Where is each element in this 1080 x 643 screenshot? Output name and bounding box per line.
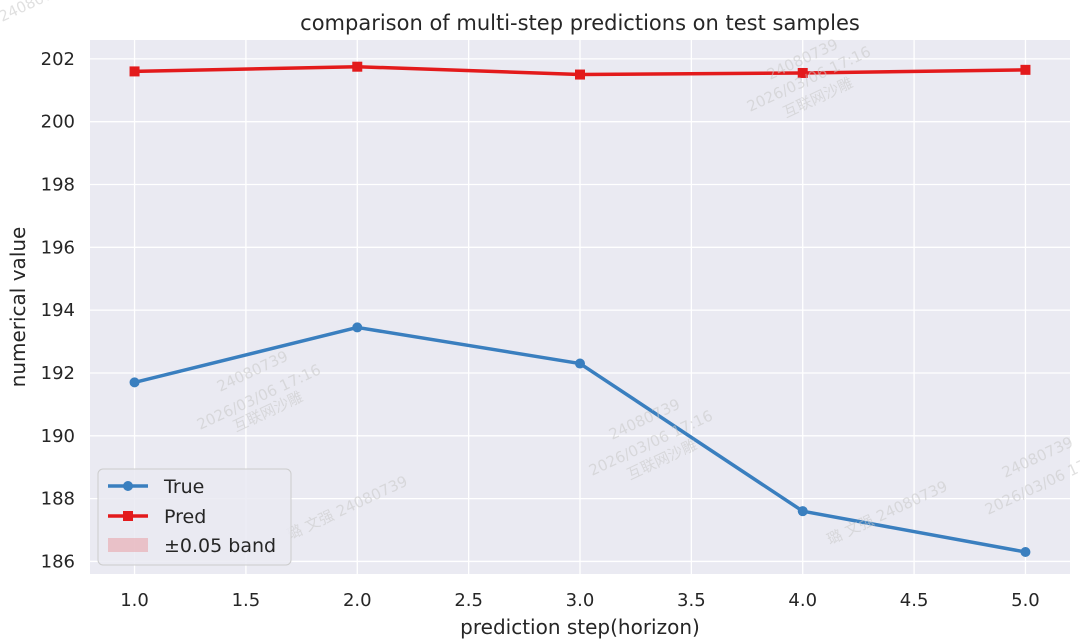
legend: True Pred ±0.05 band	[97, 468, 292, 566]
x-tick-label: 3.0	[566, 590, 595, 611]
series-layer	[129, 61, 1031, 558]
legend-pred-marker	[123, 511, 133, 521]
watermark-text: 24080739	[0, 0, 73, 26]
point-true	[797, 506, 808, 517]
x-axis-label: prediction step(horizon)	[460, 615, 700, 639]
x-tick-label: 1.0	[120, 590, 149, 611]
x-tick-label: 1.5	[232, 590, 261, 611]
point-pred	[797, 67, 808, 78]
y-tick-label: 198	[41, 174, 75, 195]
y-tick-label: 186	[41, 551, 75, 572]
legend-band-label: ±0.05 band	[164, 535, 276, 557]
y-tick-label: 202	[41, 49, 75, 70]
legend-true-label: True	[163, 476, 204, 498]
x-tick-label: 2.5	[454, 590, 483, 611]
y-tick-label: 192	[41, 363, 75, 384]
y-tick-label: 194	[41, 300, 75, 321]
point-pred	[352, 61, 363, 72]
y-tick-label: 200	[41, 112, 75, 133]
x-gridlines	[133, 40, 1027, 574]
x-tick-label: 5.0	[1011, 590, 1040, 611]
x-tick-label: 2.0	[343, 590, 372, 611]
x-tick-label: 4.0	[788, 590, 817, 611]
point-true	[1020, 547, 1031, 558]
x-tick-labels: 1.0 1.5 2.0 2.5 3.0 3.5 4.0 4.5 5.0	[120, 590, 1040, 611]
y-tick-label: 188	[41, 489, 75, 510]
legend-pred-label: Pred	[164, 506, 206, 528]
legend-band-swatch	[108, 538, 148, 552]
point-pred	[1020, 64, 1031, 75]
point-pred	[575, 69, 585, 80]
y-tick-label: 190	[41, 426, 75, 447]
x-tick-label: 3.5	[677, 590, 706, 611]
y-tick-label: 196	[41, 237, 75, 258]
point-pred	[129, 66, 140, 77]
point-true	[129, 377, 140, 388]
y-axis-label: numerical value	[6, 227, 30, 388]
legend-true-marker	[123, 481, 133, 491]
point-true	[352, 322, 363, 333]
point-true	[575, 358, 585, 369]
x-tick-label: 4.5	[900, 590, 929, 611]
y-tick-labels: 186 188 190 192 194 196 198 200 202	[41, 49, 75, 573]
chart-title: comparison of multi-step predictions on …	[300, 11, 860, 35]
